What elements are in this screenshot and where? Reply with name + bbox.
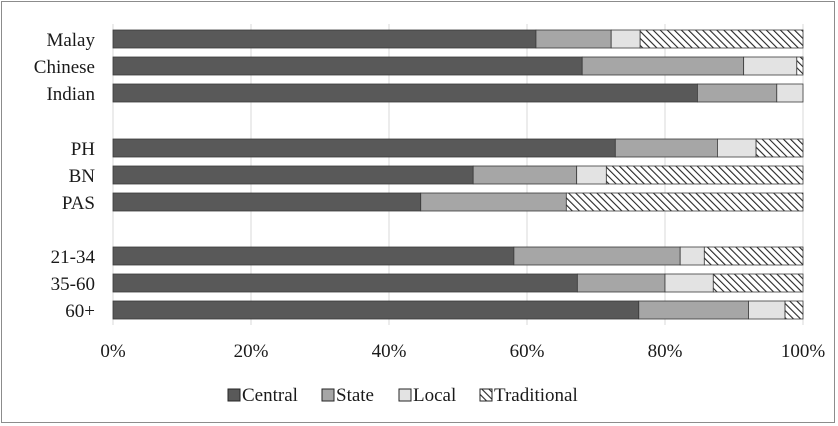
x-tick-label: 80% (648, 341, 683, 362)
x-axis-ticks: 0% 20% 40% 60% 80% 100% (100, 341, 825, 362)
x-tick-label: 40% (372, 341, 407, 362)
bar-malay-traditional (639, 29, 804, 49)
category-label: Malay (46, 30, 95, 51)
category-label: 21-34 (51, 247, 96, 268)
bar-21-34-traditional (703, 246, 804, 266)
category-label: Indian (46, 84, 95, 105)
x-tick-label: 20% (234, 341, 269, 362)
legend-label-local: Local (413, 385, 456, 406)
bar-pas-traditional (565, 192, 804, 212)
bar-21-34-state (513, 246, 681, 266)
bar-60--state (638, 300, 749, 320)
legend-swatch-traditional (479, 388, 493, 402)
bar-pas-state (420, 192, 567, 212)
bar-chinese-traditional (796, 56, 804, 76)
bar-indian-local (776, 83, 804, 103)
legend-label-traditional: Traditional (494, 385, 578, 406)
bar-malay-state (535, 29, 612, 49)
bar-35-60-local (664, 273, 714, 293)
x-tick-label: 60% (510, 341, 545, 362)
bar-chinese-local (743, 56, 798, 76)
bar-60--central (112, 300, 640, 320)
legend-swatch-state (321, 388, 335, 402)
bar-bn-central (112, 165, 474, 185)
category-label: BN (69, 166, 96, 187)
legend-label-central: Central (242, 385, 298, 406)
bar-60--local (748, 300, 786, 320)
bar-ph-local (717, 138, 757, 158)
x-tick-label: 100% (781, 341, 826, 362)
bar-ph-state (614, 138, 718, 158)
bar-chinese-state (581, 56, 745, 76)
bar-ph-traditional (755, 138, 804, 158)
bar-21-34-central (112, 246, 515, 266)
bars (112, 29, 804, 320)
bar-bn-traditional (605, 165, 804, 185)
legend-label-state: State (336, 385, 374, 406)
bar-pas-central (112, 192, 422, 212)
bar-indian-state (697, 83, 778, 103)
x-tick-label: 0% (100, 341, 126, 362)
bar-chinese-central (112, 56, 583, 76)
bar-bn-local (576, 165, 607, 185)
bar-malay-central (112, 29, 537, 49)
bar-60--traditional (784, 300, 804, 320)
category-label: PH (71, 139, 96, 160)
bar-bn-state (472, 165, 578, 185)
bar-indian-central (112, 83, 698, 103)
category-label: 35-60 (51, 274, 95, 295)
bar-malay-local (610, 29, 641, 49)
bar-35-60-traditional (712, 273, 804, 293)
category-label: PAS (62, 193, 95, 214)
legend-swatch-central (227, 388, 241, 402)
category-labels: Malay Chinese Indian PH BN PAS 21-34 35-60 60+ (34, 30, 96, 322)
category-label: Chinese (34, 57, 95, 78)
bar-35-60-state (576, 273, 666, 293)
bar-ph-central (112, 138, 616, 158)
legend: Central State Local Traditional (227, 385, 578, 406)
bar-21-34-local (679, 246, 705, 266)
legend-swatch-local (398, 388, 412, 402)
category-label: 60+ (65, 301, 95, 322)
bar-35-60-central (112, 273, 578, 293)
